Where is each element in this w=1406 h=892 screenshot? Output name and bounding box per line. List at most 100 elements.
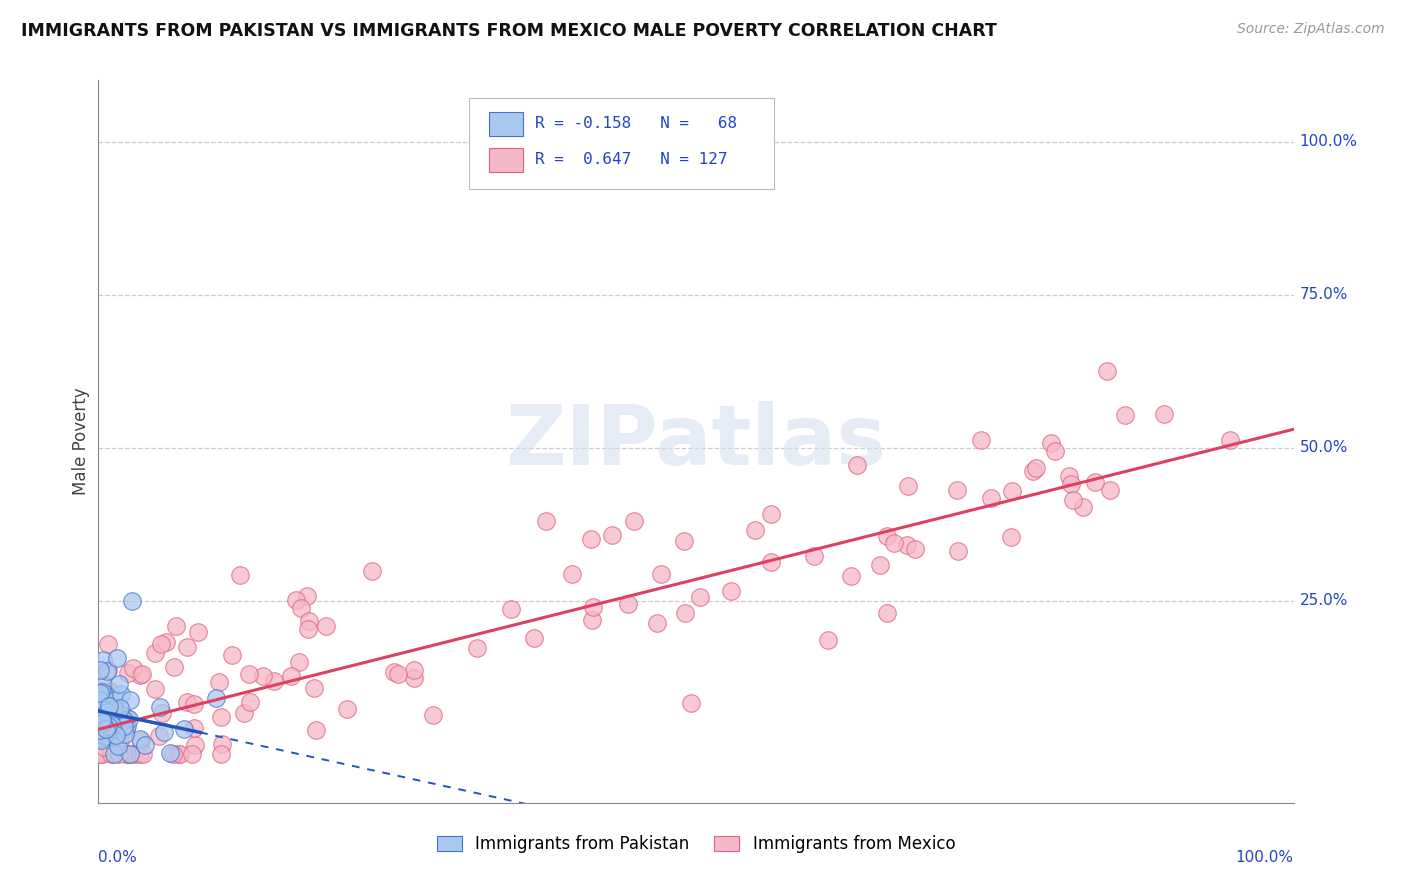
Point — [98, 739, 121, 754]
Point — [93, 740, 115, 755]
Point — [280, 669, 302, 683]
Text: 75.0%: 75.0% — [1299, 287, 1348, 302]
Point — [208, 674, 231, 689]
Point — [105, 728, 128, 742]
Point — [980, 491, 1002, 505]
Point — [105, 724, 128, 739]
Point — [645, 615, 668, 630]
Point — [117, 712, 139, 726]
Point — [118, 747, 141, 761]
Point — [211, 737, 233, 751]
Point — [896, 538, 918, 552]
Text: R =  0.647   N = 127: R = 0.647 N = 127 — [534, 153, 727, 168]
Point — [903, 542, 925, 557]
Point — [128, 668, 150, 682]
Point — [89, 713, 111, 727]
Point — [150, 637, 173, 651]
Bar — [489, 148, 523, 172]
Point — [672, 534, 695, 549]
Point — [105, 651, 128, 665]
Point — [720, 584, 742, 599]
Point — [100, 695, 122, 709]
Point — [93, 731, 115, 745]
Point — [98, 729, 121, 743]
Point — [579, 532, 602, 546]
Point — [121, 593, 143, 607]
Point — [97, 699, 120, 714]
Point — [89, 727, 111, 741]
Point — [100, 721, 122, 735]
Point — [93, 678, 115, 692]
Point — [382, 665, 405, 680]
Point — [129, 734, 152, 748]
Point — [1219, 434, 1241, 448]
Point — [103, 725, 125, 739]
Text: Source: ZipAtlas.com: Source: ZipAtlas.com — [1237, 22, 1385, 37]
Point — [107, 718, 129, 732]
Point — [101, 703, 124, 717]
Point — [1073, 500, 1095, 514]
Point — [1000, 530, 1022, 544]
Point — [103, 702, 125, 716]
Point — [404, 663, 426, 677]
Point — [180, 747, 202, 761]
Point — [108, 677, 131, 691]
Text: 100.0%: 100.0% — [1236, 850, 1294, 864]
Point — [148, 729, 170, 743]
Point — [115, 711, 138, 725]
Point — [91, 747, 114, 761]
Point — [1045, 443, 1067, 458]
Point — [1153, 407, 1175, 421]
Point — [176, 640, 198, 655]
Point — [97, 637, 120, 651]
Point — [93, 652, 115, 666]
Point — [118, 693, 141, 707]
Text: R = -0.158   N =   68: R = -0.158 N = 68 — [534, 116, 737, 131]
Point — [817, 633, 839, 648]
Point — [744, 523, 766, 537]
Point — [295, 589, 318, 603]
Point — [1057, 469, 1080, 483]
Point — [105, 715, 128, 730]
Point — [759, 555, 782, 569]
Point — [876, 607, 898, 621]
Point — [98, 710, 121, 724]
Point — [336, 702, 359, 716]
Point — [97, 700, 120, 714]
Point — [499, 602, 522, 616]
Point — [94, 729, 117, 743]
Point — [132, 747, 155, 761]
Point — [150, 706, 173, 721]
Point — [128, 747, 150, 761]
Point — [946, 543, 969, 558]
Point — [1001, 483, 1024, 498]
Point — [124, 747, 146, 761]
Point — [89, 693, 111, 707]
Point — [149, 699, 172, 714]
Point — [561, 567, 583, 582]
Point — [536, 514, 558, 528]
Point — [143, 682, 166, 697]
Point — [229, 568, 252, 582]
Point — [90, 732, 112, 747]
Point — [91, 709, 114, 723]
Point — [239, 695, 262, 709]
Point — [122, 661, 145, 675]
Point — [115, 722, 138, 736]
Point — [1084, 475, 1107, 490]
Point — [897, 478, 920, 492]
Point — [238, 667, 260, 681]
Point — [1022, 464, 1045, 478]
Point — [290, 600, 312, 615]
Point — [97, 663, 120, 677]
Point — [89, 731, 111, 746]
Point — [209, 747, 232, 761]
Point — [233, 706, 256, 720]
Point — [110, 708, 132, 723]
Point — [134, 738, 156, 752]
Text: 0.0%: 0.0% — [98, 850, 138, 864]
Point — [623, 514, 645, 528]
Point — [1114, 409, 1136, 423]
Point — [221, 648, 243, 662]
Point — [90, 687, 112, 701]
